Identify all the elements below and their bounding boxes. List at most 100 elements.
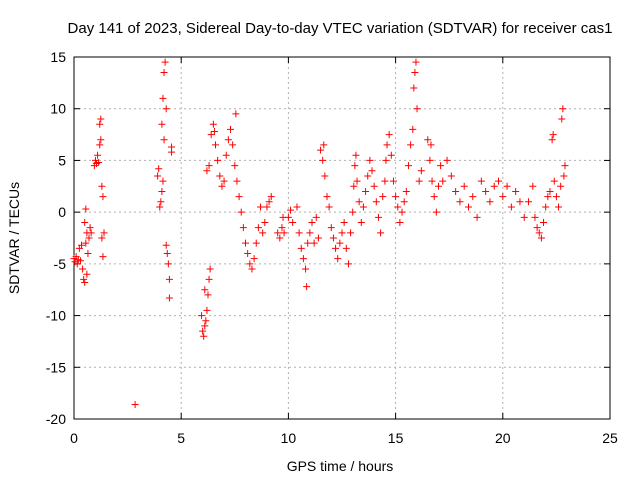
data-point [158, 187, 166, 195]
data-point [280, 229, 288, 237]
data-point [349, 208, 357, 216]
data-point [544, 193, 552, 201]
data-point [222, 151, 230, 159]
data-point [351, 162, 359, 170]
y-tick-label: -5 [54, 256, 67, 272]
x-tick-label: 0 [70, 430, 78, 446]
data-point [246, 260, 254, 268]
data-point [357, 218, 365, 226]
data-point [83, 270, 91, 278]
data-point [549, 131, 557, 139]
data-point [86, 224, 94, 232]
data-point [329, 234, 337, 242]
data-point [159, 94, 167, 102]
data-point [209, 120, 217, 128]
data-point [561, 162, 569, 170]
data-point [482, 187, 490, 195]
data-point [232, 110, 240, 118]
data-point [342, 244, 350, 252]
data-point [424, 136, 432, 144]
data-point [82, 239, 90, 247]
data-point [163, 250, 171, 258]
data-point [389, 177, 397, 185]
data-point [434, 182, 442, 190]
data-point [366, 156, 374, 164]
data-point [439, 177, 447, 185]
data-point [202, 317, 210, 325]
data-point [265, 198, 273, 206]
data-point [162, 241, 170, 249]
data-point [295, 229, 303, 237]
data-point [537, 234, 545, 242]
data-point [377, 229, 385, 237]
data-point [512, 187, 520, 195]
data-point [250, 255, 258, 263]
data-point [79, 265, 87, 273]
data-point [312, 213, 320, 221]
data-point [400, 198, 408, 206]
data-point [402, 187, 410, 195]
data-point [100, 229, 108, 237]
data-point [82, 205, 90, 213]
data-point [473, 213, 481, 221]
data-point [96, 141, 104, 149]
data-point [261, 218, 269, 226]
data-point [252, 239, 260, 247]
data-point [201, 322, 209, 330]
data-point [355, 198, 363, 206]
data-point [447, 172, 455, 180]
data-point [84, 250, 92, 258]
data-point [244, 250, 252, 258]
data-point [362, 187, 370, 195]
data-point [456, 198, 464, 206]
data-point [207, 131, 215, 139]
data-point [204, 291, 212, 299]
data-point [205, 275, 213, 283]
data-point [353, 177, 361, 185]
axis-ticks: 0 5 10 15 20 25 -20 -15 -10 -5 0 5 10 15 [46, 49, 618, 446]
data-point [162, 105, 170, 113]
data-point [427, 141, 435, 149]
data-point [131, 401, 139, 409]
y-tick-label: -10 [46, 308, 66, 324]
data-point [239, 224, 247, 232]
data-point [499, 193, 507, 201]
data-point [160, 69, 168, 77]
data-point [413, 105, 421, 113]
data-point [546, 187, 554, 195]
data-point [203, 306, 211, 314]
data-point [78, 241, 86, 249]
data-point [278, 224, 286, 232]
data-point [302, 265, 310, 273]
data-point [327, 224, 335, 232]
y-tick-label: 5 [58, 152, 66, 168]
data-point [415, 177, 423, 185]
data-point [98, 182, 106, 190]
data-point [297, 244, 305, 252]
data-point [321, 172, 329, 180]
data-point [477, 177, 485, 185]
data-point [336, 239, 344, 247]
data-point [299, 255, 307, 263]
data-point [382, 156, 390, 164]
data-point [248, 265, 256, 273]
data-point [98, 234, 106, 242]
data-point [323, 193, 331, 201]
data-point [303, 283, 311, 291]
y-tick-label: -20 [46, 411, 66, 427]
data-point [257, 203, 265, 211]
data-point [387, 151, 395, 159]
data-point [430, 193, 438, 201]
data-point [317, 146, 325, 154]
data-point [97, 136, 105, 144]
data-point [156, 203, 164, 211]
data-point [94, 151, 102, 159]
data-point [242, 239, 250, 247]
data-point [308, 218, 316, 226]
data-point [555, 203, 563, 211]
data-point [558, 115, 566, 123]
data-point [259, 229, 267, 237]
data-point [229, 141, 237, 149]
data-point [407, 141, 415, 149]
data-point [531, 213, 539, 221]
